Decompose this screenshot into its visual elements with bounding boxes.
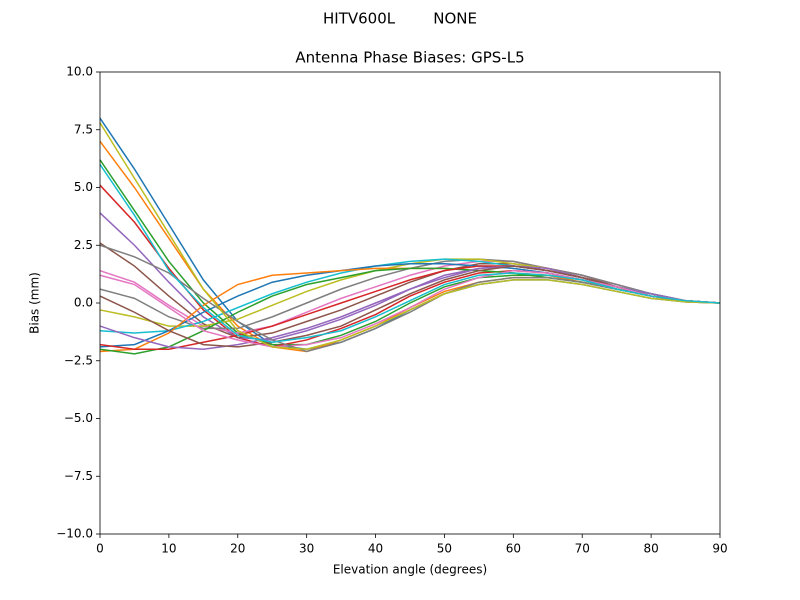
series-line	[99, 212, 721, 341]
x-tick-label: 60	[506, 542, 521, 556]
x-tick-label: 90	[712, 542, 727, 556]
series-line	[99, 122, 721, 350]
x-tick-label: 50	[437, 542, 452, 556]
y-tick-label: 5.0	[74, 180, 93, 194]
series-line	[99, 159, 721, 346]
y-tick-label: 7.5	[74, 122, 93, 136]
plot-area	[99, 117, 721, 355]
x-tick-label: 30	[299, 542, 314, 556]
series-line	[99, 184, 721, 348]
x-axis-label: Elevation angle (degrees)	[333, 563, 487, 577]
y-tick-label: −2.5	[64, 353, 93, 367]
series-line	[99, 163, 721, 344]
y-tick-label: −10.0	[56, 527, 93, 541]
y-tick-label: 2.5	[74, 238, 93, 252]
x-tick-label: 20	[230, 542, 245, 556]
y-axis-label: Bias (mm)	[28, 272, 42, 334]
series-line	[99, 269, 721, 348]
y-tick-label: −7.5	[64, 469, 93, 483]
chart-title: Antenna Phase Biases: GPS-L5	[295, 49, 524, 67]
y-tick-label: 0.0	[74, 296, 93, 310]
x-tick-label: 0	[96, 542, 104, 556]
y-tick-label: 10.0	[66, 65, 93, 79]
suptitle: HITV600L NONE	[323, 10, 477, 28]
x-tick-label: 80	[643, 542, 658, 556]
x-tick-label: 70	[575, 542, 590, 556]
x-tick-label: 40	[368, 542, 383, 556]
x-tick-label: 10	[161, 542, 176, 556]
series-line	[99, 262, 721, 348]
y-tick-label: −5.0	[64, 411, 93, 425]
